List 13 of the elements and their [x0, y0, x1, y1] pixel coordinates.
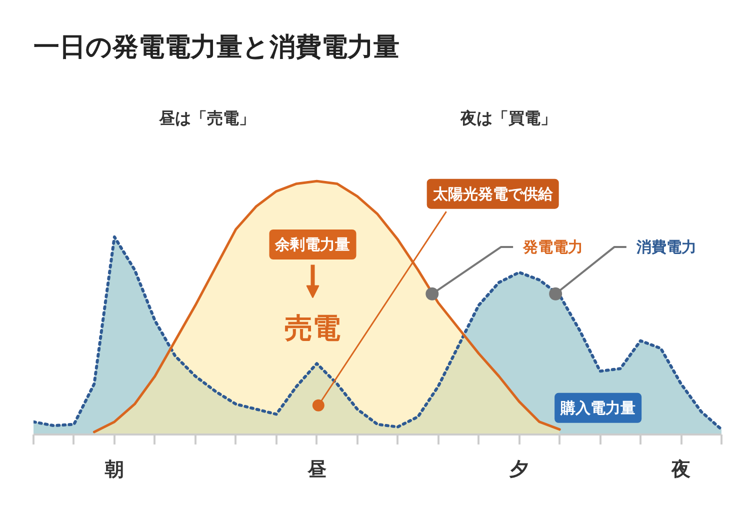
- annotation: 太陽光発電で供給: [432, 184, 554, 203]
- text: 消費電力: [636, 238, 697, 256]
- x-tick-label: 昼: [306, 458, 326, 480]
- text: 夜は「買電」: [459, 108, 556, 128]
- x-tick-label: 夜: [670, 458, 691, 480]
- annotation: 売電: [284, 312, 341, 345]
- x-tick-label: 朝: [104, 458, 124, 480]
- text: 発電電力: [522, 238, 584, 256]
- x-tick-label: 夕: [508, 458, 529, 480]
- text: 昼は「売電」: [158, 108, 255, 128]
- annotation: 余剰電力量: [274, 236, 350, 254]
- chart-title: 一日の発電電力量と消費電力量: [34, 32, 400, 62]
- annotation: 購入電力量: [560, 398, 636, 417]
